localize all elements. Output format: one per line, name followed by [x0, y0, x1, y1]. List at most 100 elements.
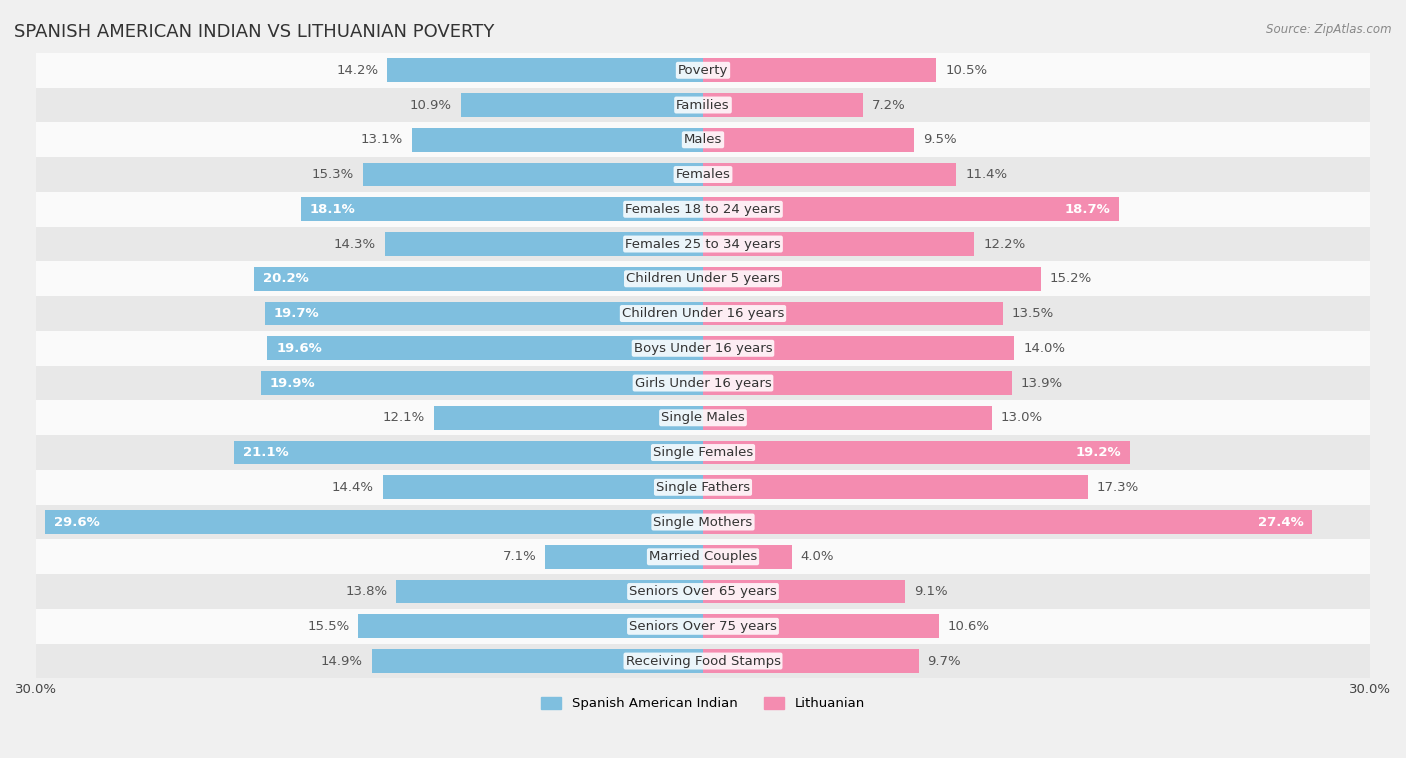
Text: 20.2%: 20.2% [263, 272, 308, 285]
Text: 21.1%: 21.1% [243, 446, 288, 459]
Text: 29.6%: 29.6% [53, 515, 100, 528]
Bar [412, 128, 703, 152]
Bar [385, 232, 703, 256]
Bar [37, 540, 1369, 574]
Text: 13.8%: 13.8% [344, 585, 387, 598]
Text: Seniors Over 75 years: Seniors Over 75 years [628, 620, 778, 633]
Text: 19.9%: 19.9% [270, 377, 315, 390]
Text: 15.5%: 15.5% [308, 620, 350, 633]
Bar [37, 400, 1369, 435]
Bar [37, 505, 1369, 540]
Bar [703, 267, 1040, 290]
Text: 10.5%: 10.5% [945, 64, 987, 77]
Text: Poverty: Poverty [678, 64, 728, 77]
Bar [37, 157, 1369, 192]
Bar [703, 615, 939, 638]
Bar [254, 267, 703, 290]
Text: 14.9%: 14.9% [321, 655, 363, 668]
Text: 13.5%: 13.5% [1012, 307, 1054, 320]
Bar [37, 227, 1369, 262]
Bar [703, 545, 792, 568]
Bar [233, 440, 703, 465]
Bar [703, 650, 918, 673]
Text: Males: Males [683, 133, 723, 146]
Bar [703, 163, 956, 186]
Bar [37, 53, 1369, 88]
Bar [703, 198, 1119, 221]
Text: 11.4%: 11.4% [966, 168, 1008, 181]
Bar [703, 337, 1014, 360]
Text: Seniors Over 65 years: Seniors Over 65 years [628, 585, 778, 598]
Text: 27.4%: 27.4% [1257, 515, 1303, 528]
Text: 13.0%: 13.0% [1001, 412, 1043, 424]
Bar [37, 331, 1369, 365]
Bar [37, 296, 1369, 331]
Bar [546, 545, 703, 568]
Bar [267, 337, 703, 360]
Text: Married Couples: Married Couples [650, 550, 756, 563]
Text: 14.4%: 14.4% [332, 481, 374, 493]
Bar [37, 609, 1369, 644]
Text: 13.1%: 13.1% [360, 133, 404, 146]
Text: Females 18 to 24 years: Females 18 to 24 years [626, 203, 780, 216]
Bar [37, 122, 1369, 157]
Text: 12.1%: 12.1% [382, 412, 425, 424]
Text: Boys Under 16 years: Boys Under 16 years [634, 342, 772, 355]
Text: 15.2%: 15.2% [1050, 272, 1092, 285]
Bar [37, 435, 1369, 470]
Text: Girls Under 16 years: Girls Under 16 years [634, 377, 772, 390]
Text: Single Males: Single Males [661, 412, 745, 424]
Text: 9.1%: 9.1% [914, 585, 948, 598]
Bar [703, 128, 914, 152]
Bar [37, 644, 1369, 678]
Text: 10.6%: 10.6% [948, 620, 990, 633]
Bar [363, 163, 703, 186]
Bar [461, 93, 703, 117]
Text: Females 25 to 34 years: Females 25 to 34 years [626, 237, 780, 251]
Bar [37, 470, 1369, 505]
Bar [260, 371, 703, 395]
Text: 18.7%: 18.7% [1064, 203, 1109, 216]
Text: Children Under 16 years: Children Under 16 years [621, 307, 785, 320]
Text: 4.0%: 4.0% [801, 550, 834, 563]
Text: Source: ZipAtlas.com: Source: ZipAtlas.com [1267, 23, 1392, 36]
Text: 10.9%: 10.9% [409, 99, 451, 111]
Bar [371, 650, 703, 673]
Text: Receiving Food Stamps: Receiving Food Stamps [626, 655, 780, 668]
Bar [37, 88, 1369, 122]
Bar [37, 574, 1369, 609]
Bar [382, 475, 703, 499]
Text: Families: Families [676, 99, 730, 111]
Bar [37, 365, 1369, 400]
Bar [45, 510, 703, 534]
Bar [301, 198, 703, 221]
Text: 12.2%: 12.2% [983, 237, 1025, 251]
Text: Single Mothers: Single Mothers [654, 515, 752, 528]
Bar [703, 232, 974, 256]
Text: 17.3%: 17.3% [1097, 481, 1139, 493]
Bar [703, 302, 1002, 325]
Bar [703, 371, 1012, 395]
Text: 13.9%: 13.9% [1021, 377, 1063, 390]
Bar [703, 93, 863, 117]
Bar [264, 302, 703, 325]
Text: Children Under 5 years: Children Under 5 years [626, 272, 780, 285]
Bar [387, 58, 703, 82]
Text: 14.0%: 14.0% [1024, 342, 1066, 355]
Text: Females: Females [675, 168, 731, 181]
Text: Single Fathers: Single Fathers [657, 481, 749, 493]
Bar [37, 262, 1369, 296]
Bar [396, 580, 703, 603]
Bar [703, 406, 993, 430]
Bar [359, 615, 703, 638]
Bar [703, 475, 1088, 499]
Text: 9.5%: 9.5% [924, 133, 956, 146]
Text: 7.1%: 7.1% [502, 550, 536, 563]
Text: 19.2%: 19.2% [1076, 446, 1121, 459]
Text: 19.6%: 19.6% [276, 342, 322, 355]
Text: 18.1%: 18.1% [309, 203, 356, 216]
Text: 14.3%: 14.3% [335, 237, 377, 251]
Bar [37, 192, 1369, 227]
Text: 19.7%: 19.7% [274, 307, 319, 320]
Text: SPANISH AMERICAN INDIAN VS LITHUANIAN POVERTY: SPANISH AMERICAN INDIAN VS LITHUANIAN PO… [14, 23, 495, 41]
